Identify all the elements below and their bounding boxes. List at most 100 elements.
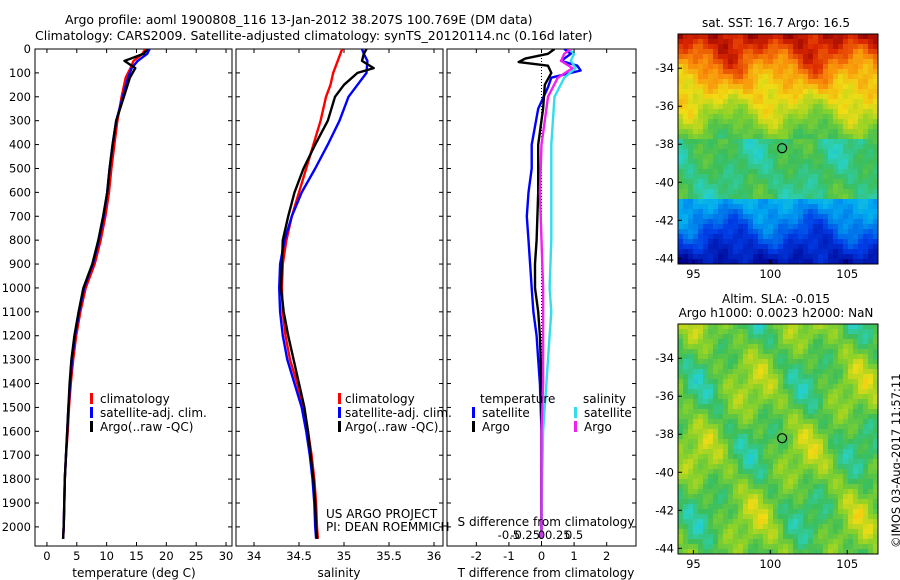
sla-cell: [693, 389, 699, 395]
sst-cell: [858, 244, 864, 250]
sla-cell: [683, 384, 689, 390]
sla-cell: [818, 359, 824, 365]
sla-cell: [743, 379, 749, 385]
sla-cell: [863, 399, 869, 405]
y-tick-label: 300: [9, 114, 31, 128]
sla-cell: [793, 529, 799, 535]
sla-cell: [783, 514, 789, 520]
sla-cell: [763, 479, 769, 485]
sla-cell: [783, 479, 789, 485]
sla-map-image: [678, 324, 878, 554]
sst-cell: [688, 139, 694, 145]
sst-cell: [778, 179, 784, 185]
temperature-axes-frame: [34, 48, 233, 547]
sst-cell: [718, 104, 724, 110]
sst-cell: [843, 99, 849, 105]
sst-cell: [828, 249, 834, 255]
sla-cell: [783, 364, 789, 370]
sla-cell: [843, 404, 849, 410]
sla-cell: [833, 334, 839, 340]
sla-cell: [808, 384, 814, 390]
sla-cell: [698, 354, 704, 360]
sla-cell: [693, 454, 699, 460]
sla-cell: [788, 514, 794, 520]
sst-cell: [678, 169, 684, 175]
sla-cell: [683, 484, 689, 490]
sst-cell: [748, 99, 754, 105]
sla-cell: [798, 514, 804, 520]
sla-cell: [843, 349, 849, 355]
sst-cell: [838, 194, 844, 200]
sst-cell: [833, 49, 839, 55]
sst-cell: [853, 199, 859, 205]
sla-cell: [773, 384, 779, 390]
sst-cell: [703, 219, 709, 225]
sla-cell: [778, 419, 784, 425]
sst-cell: [838, 119, 844, 125]
sst-cell: [693, 234, 699, 240]
sla-cell: [813, 399, 819, 405]
sst-cell: [713, 164, 719, 170]
sla-cell: [858, 324, 864, 330]
sst-cell: [728, 229, 734, 235]
sst-cell: [803, 104, 809, 110]
sla-cell: [793, 474, 799, 480]
sla-cell: [778, 479, 784, 485]
sst-cell: [793, 169, 799, 175]
sst-cell: [858, 154, 864, 160]
sla-cell: [693, 424, 699, 430]
sst-cell: [868, 174, 874, 180]
sst-cell: [813, 204, 819, 210]
sst-cell: [853, 254, 859, 260]
sst-cell: [683, 89, 689, 95]
sla-cell: [788, 334, 794, 340]
sst-cell: [738, 189, 744, 195]
sst-cell: [778, 239, 784, 245]
sst-cell: [798, 179, 804, 185]
sst-cell: [743, 154, 749, 160]
sst-cell: [748, 254, 754, 260]
sla-cell: [823, 419, 829, 425]
sst-cell: [768, 144, 774, 150]
sst-cell: [823, 259, 829, 264]
sla-cell: [693, 534, 699, 540]
sla-cell: [728, 434, 734, 440]
sst-cell: [768, 99, 774, 105]
sla-cell: [873, 399, 878, 405]
sst-cell: [763, 214, 769, 220]
sla-cell: [868, 419, 874, 425]
sst-cell: [873, 69, 878, 75]
sst-cell: [793, 179, 799, 185]
sst-cell: [723, 119, 729, 125]
sla-cell: [803, 344, 809, 350]
sla-cell: [853, 344, 859, 350]
sst-cell: [758, 254, 764, 260]
sst-cell: [858, 74, 864, 80]
sla-cell: [683, 349, 689, 355]
sla-cell: [803, 364, 809, 370]
sla-cell: [768, 524, 774, 530]
sla-cell: [738, 494, 744, 500]
sst-cell: [828, 219, 834, 225]
sla-cell: [758, 534, 764, 540]
sst-cell: [763, 94, 769, 100]
sst-cell: [773, 49, 779, 55]
sst-cell: [853, 224, 859, 230]
sla-cell: [788, 424, 794, 430]
sst-cell: [828, 199, 834, 205]
sla-cell: [718, 424, 724, 430]
sst-cell: [798, 59, 804, 65]
sla-cell: [783, 489, 789, 495]
sst-cell: [683, 59, 689, 65]
sla-cell: [793, 469, 799, 475]
sla-cell: [723, 544, 729, 550]
sla-cell: [678, 469, 684, 475]
sla-cell: [798, 334, 804, 340]
sla-cell: [848, 459, 854, 465]
sla-cell: [768, 514, 774, 520]
sla-cell: [853, 359, 859, 365]
sst-cell: [853, 69, 859, 75]
sst-cell: [828, 154, 834, 160]
sla-cell: [848, 524, 854, 530]
sst-cell: [703, 154, 709, 160]
